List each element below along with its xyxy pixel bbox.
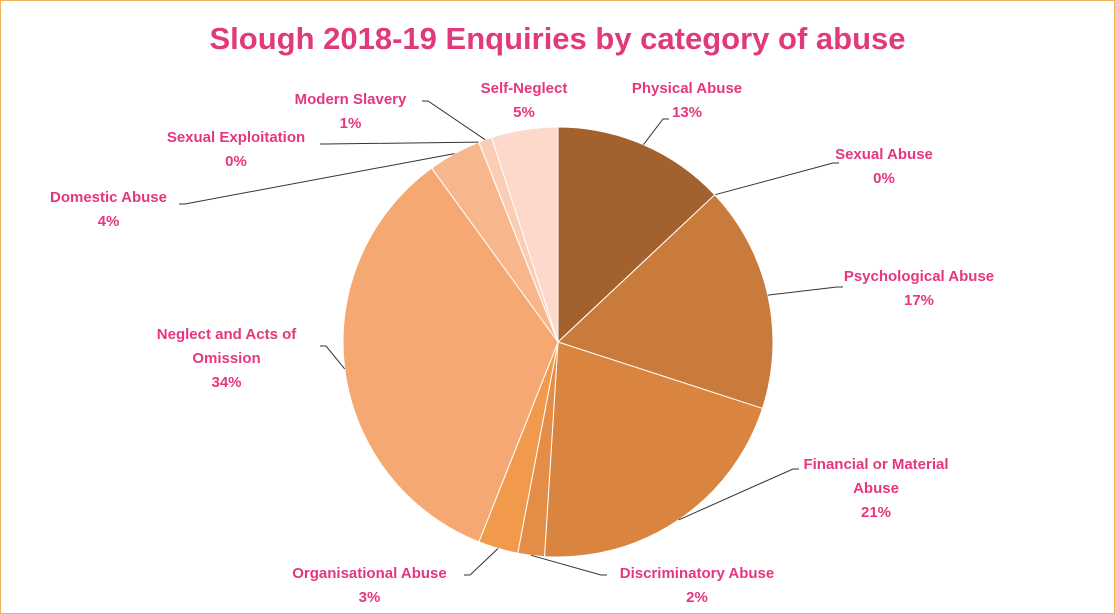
leader-line (320, 345, 346, 370)
leader-line (320, 141, 479, 145)
slice-label: Discriminatory Abuse 2% (597, 562, 797, 610)
category-label: Self-Neglect (480, 80, 568, 97)
value-label: 0% (873, 170, 895, 187)
pie-slice (557, 126, 716, 344)
pie-slice (557, 194, 774, 410)
pie-slice (543, 341, 764, 558)
slice-label: Modern Slavery 1% (273, 88, 428, 136)
slice-label: Self-Neglect 5% (459, 77, 589, 125)
leader-line (767, 286, 843, 296)
leader-line (714, 162, 839, 196)
value-label: 17% (903, 292, 935, 309)
value-label: 0% (225, 153, 247, 170)
value-label: 34% (211, 374, 242, 391)
value-label: 5% (513, 104, 535, 121)
chart-title: Slough 2018-19 Enquiries by category of … (209, 21, 906, 56)
pie-slice (490, 126, 559, 343)
slice-label: Sexual Exploitation 0% (146, 126, 326, 174)
slice-label: Organisational Abuse 3% (267, 562, 472, 610)
leader-line (179, 153, 455, 205)
leader-line (422, 100, 486, 141)
value-label: 2% (686, 589, 708, 606)
category-label: Organisational Abuse (292, 565, 447, 582)
slice-label: Financial or Material Abuse 21% (791, 453, 961, 525)
value-label: 4% (97, 213, 120, 230)
leader-line (678, 468, 799, 521)
category-label: Neglect and Acts of Omission (156, 326, 297, 367)
leader-line (642, 118, 669, 145)
leader-line (530, 554, 607, 576)
category-label: Sexual Abuse (835, 146, 933, 163)
slice-label: Domestic Abuse 4% (31, 186, 186, 234)
category-label: Psychological Abuse (843, 268, 995, 285)
value-label: 3% (358, 589, 381, 606)
value-label: 1% (339, 115, 362, 132)
category-label: Discriminatory Abuse (619, 565, 775, 582)
category-label: Physical Abuse (631, 80, 743, 97)
slice-label: Neglect and Acts of Omission 34% (129, 323, 324, 395)
value-label: 21% (860, 504, 892, 521)
slice-label: Sexual Abuse 0% (809, 143, 959, 191)
slice-label: Physical Abuse 13% (607, 77, 767, 125)
category-label: Sexual Exploitation (166, 129, 306, 146)
category-label: Modern Slavery (294, 91, 407, 108)
category-label: Financial or Material Abuse (803, 456, 949, 497)
slice-label: Psychological Abuse 17% (819, 265, 1019, 313)
category-label: Domestic Abuse (50, 189, 167, 206)
value-label: 13% (671, 104, 703, 121)
leader-line (464, 548, 499, 576)
